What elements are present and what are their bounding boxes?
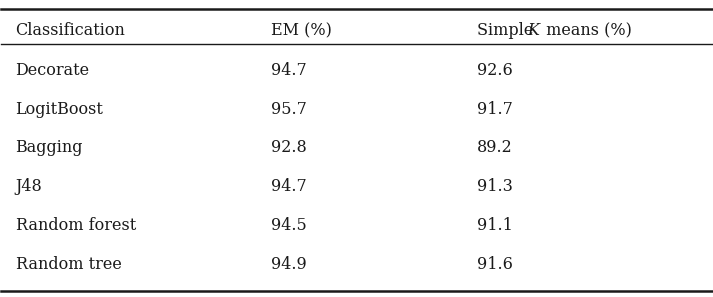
Text: 94.7: 94.7 xyxy=(271,178,307,195)
Text: LogitBoost: LogitBoost xyxy=(16,101,103,118)
Text: Random tree: Random tree xyxy=(16,256,121,273)
Text: Random forest: Random forest xyxy=(16,217,136,234)
Text: Bagging: Bagging xyxy=(16,139,83,157)
Text: 91.1: 91.1 xyxy=(477,217,513,234)
Text: Simple: Simple xyxy=(477,22,539,39)
Text: J48: J48 xyxy=(16,178,42,195)
Text: EM (%): EM (%) xyxy=(271,22,332,39)
Text: Decorate: Decorate xyxy=(16,62,90,79)
Text: 92.8: 92.8 xyxy=(271,139,307,157)
Text: 91.7: 91.7 xyxy=(477,101,513,118)
Text: 95.7: 95.7 xyxy=(271,101,307,118)
Text: 91.6: 91.6 xyxy=(477,256,513,273)
Text: 89.2: 89.2 xyxy=(477,139,513,157)
Text: means (%): means (%) xyxy=(541,22,632,39)
Text: 94.5: 94.5 xyxy=(271,217,307,234)
Text: 92.6: 92.6 xyxy=(477,62,513,79)
Text: 94.9: 94.9 xyxy=(271,256,307,273)
Text: 94.7: 94.7 xyxy=(271,62,307,79)
Text: Classification: Classification xyxy=(16,22,125,39)
Text: 91.3: 91.3 xyxy=(477,178,513,195)
Text: K: K xyxy=(528,22,540,39)
